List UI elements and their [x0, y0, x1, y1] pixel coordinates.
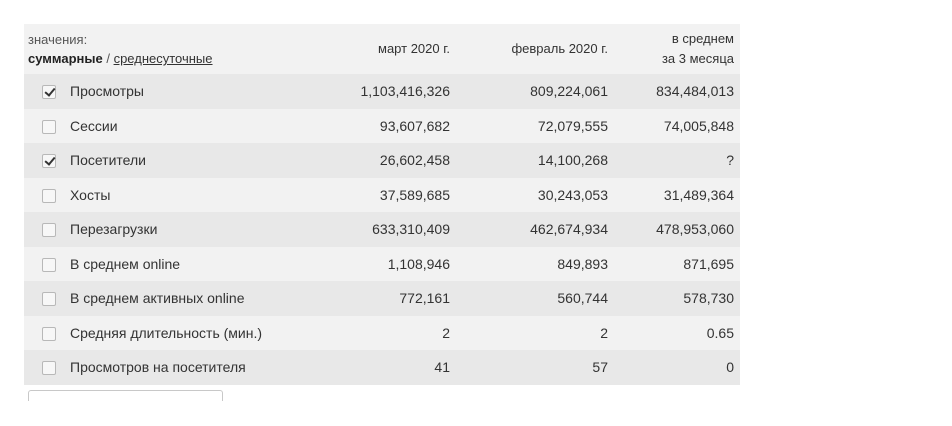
row-checkbox[interactable]	[42, 119, 56, 134]
value-3-month-avg: 834,484,013	[656, 83, 734, 100]
table-row: Средняя длительность (мин.) 2 2 0.65	[24, 315, 740, 351]
value-february: 57	[592, 359, 608, 376]
row-checkbox[interactable]	[42, 85, 56, 100]
metric-label: Просмотры	[70, 83, 144, 100]
row-checkbox[interactable]	[42, 292, 56, 307]
checkbox-cell	[24, 350, 70, 385]
metric-label: Хосты	[70, 186, 111, 203]
bottom-input-box[interactable]	[28, 390, 223, 401]
value-february: 809,224,061	[530, 83, 608, 100]
table-row: Просмотров на посетителя 41 57 0	[24, 350, 740, 385]
column-header-february: февраль 2020 г.	[511, 41, 608, 56]
checkbox-cell	[24, 178, 70, 213]
stats-table: значения: суммарные / среднесуточные мар…	[24, 24, 740, 385]
value-february: 2	[600, 324, 608, 341]
value-3-month-avg: 31,489,364	[663, 186, 734, 203]
checkbox-cell	[24, 143, 70, 178]
value-february: 30,243,053	[537, 186, 608, 203]
value-march: 41	[434, 359, 450, 376]
row-checkbox[interactable]	[42, 326, 56, 341]
value-february: 560,744	[557, 290, 608, 307]
checkbox-cell	[24, 212, 70, 247]
metric-label: Посетители	[70, 152, 146, 169]
metric-label: Средняя длительность (мин.)	[70, 324, 263, 341]
table-body: Просмотры 1,103,416,326 809,224,061 834,484…	[24, 74, 740, 385]
mode-daily-average-link[interactable]: среднесуточные	[113, 51, 213, 66]
row-checkbox[interactable]	[42, 154, 56, 169]
row-checkbox[interactable]	[42, 257, 56, 272]
checkbox-cell	[24, 74, 70, 109]
values-mode-caption: значения:	[28, 32, 88, 47]
metric-label: Перезагрузки	[70, 221, 158, 238]
column-header-3-month-avg-line1: в среднем	[671, 31, 734, 46]
value-3-month-avg: 74,005,848	[663, 117, 734, 134]
row-checkbox[interactable]	[42, 361, 56, 376]
column-header-march: март 2020 г.	[378, 41, 450, 56]
checkbox-cell	[24, 109, 70, 144]
value-march: 37,589,685	[379, 186, 450, 203]
column-header-3-month-avg: в среднем за 3 месяца	[616, 24, 740, 74]
checkbox-cell	[24, 316, 70, 351]
metric-label: В среднем online	[70, 255, 181, 272]
checkbox-cell	[24, 247, 70, 282]
value-march: 93,607,682	[379, 117, 450, 134]
row-checkbox[interactable]	[42, 188, 56, 203]
value-february: 14,100,268	[537, 152, 608, 169]
value-3-month-avg: 478,953,060	[656, 221, 734, 238]
table-row: Посетители 26,602,458 14,100,268?	[24, 143, 740, 178]
value-3-month-avg: 0	[726, 359, 734, 376]
checkbox-cell	[24, 281, 70, 316]
values-mode-selector: значения: суммарные / среднесуточные	[24, 24, 300, 74]
metric-label: Сессии	[70, 117, 118, 134]
value-march: 1,103,416,326	[360, 83, 450, 100]
table-row: В среднем активных online 772,161 560,744 5…	[24, 281, 740, 316]
metric-label: В среднем активных online	[70, 290, 245, 307]
mode-separator: /	[102, 51, 114, 66]
value-march: 1,108,946	[387, 255, 450, 272]
table-header-row: значения: суммарные / среднесуточные мар…	[24, 24, 740, 74]
value-march: 633,310,409	[372, 221, 450, 238]
table-row: Просмотры 1,103,416,326 809,224,061 834,484…	[24, 74, 740, 109]
value-march: 26,602,458	[379, 152, 450, 169]
table-row: Перезагрузки 633,310,409 462,674,934 478,95…	[24, 212, 740, 247]
value-3-month-avg: 0.65	[706, 324, 734, 341]
value-february: 72,079,555	[537, 117, 608, 134]
metric-label: Просмотров на посетителя	[70, 359, 246, 376]
value-february: 849,893	[557, 255, 608, 272]
table-row: В среднем online 1,108,946 849,893 871,695	[24, 246, 740, 282]
value-3-month-avg: 578,730	[683, 290, 734, 307]
table-row: Хосты 37,589,685 30,243,053 31,489,364	[24, 177, 740, 213]
value-3-month-avg: ?	[726, 152, 734, 169]
column-header-3-month-avg-line2: за 3 месяца	[661, 51, 734, 66]
mode-sum-option: суммарные	[28, 51, 103, 66]
row-checkbox[interactable]	[42, 223, 56, 238]
value-march: 2	[442, 324, 450, 341]
value-february: 462,674,934	[530, 221, 608, 238]
value-march: 772,161	[399, 290, 450, 307]
table-row: Сессии 93,607,682 72,079,555 74,005,848	[24, 108, 740, 144]
value-3-month-avg: 871,695	[683, 255, 734, 272]
